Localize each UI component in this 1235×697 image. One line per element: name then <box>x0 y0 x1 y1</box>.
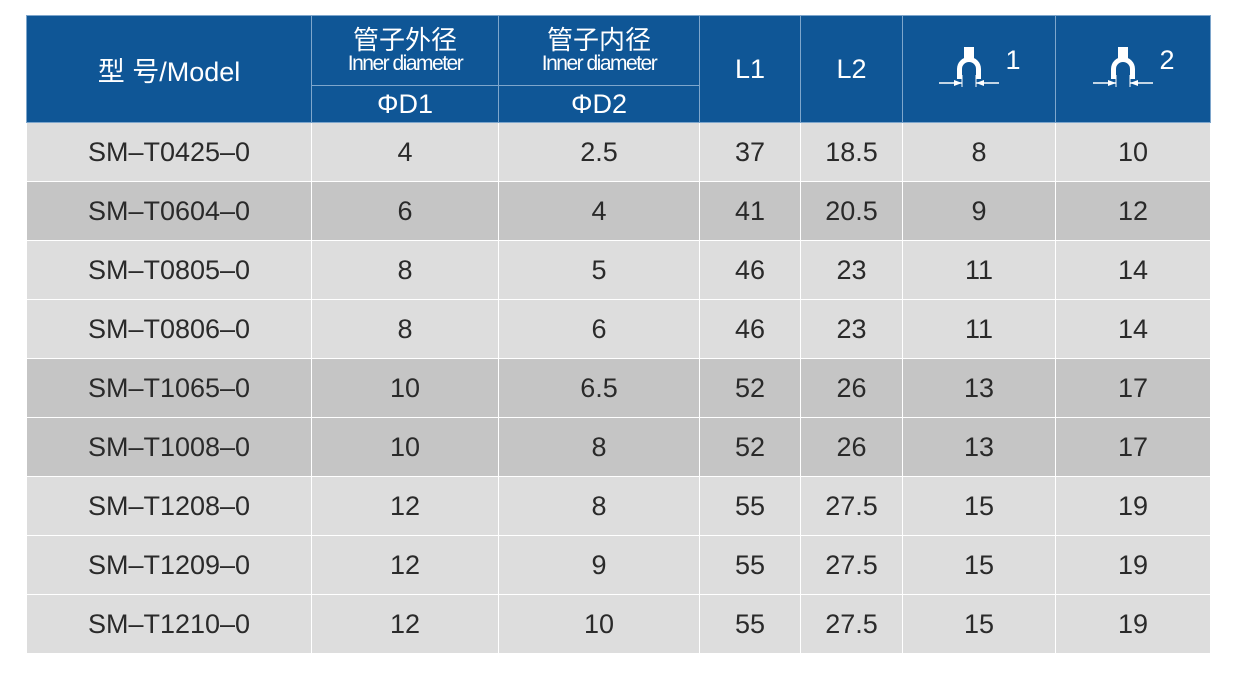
cell-l2: 18.5 <box>800 122 903 182</box>
cell-l2: 20.5 <box>800 181 903 241</box>
cell-l2: 27.5 <box>800 476 903 536</box>
table-row: SM–T1065–0 10 6.5 52 26 13 17 <box>26 358 1211 418</box>
cell-l1: 37 <box>699 122 801 182</box>
cell-width-1: 11 <box>902 299 1056 359</box>
table-row: SM–T0806–0 8 6 46 23 11 14 <box>26 299 1211 359</box>
header-l2: L2 <box>800 15 903 123</box>
header-d2: 管子内径 Inner diameter <box>498 15 700 86</box>
cell-inner-diameter-d2: 6.5 <box>498 358 700 418</box>
cell-model: SM–T1065–0 <box>26 358 312 418</box>
cell-width-2: 12 <box>1055 181 1211 241</box>
cell-width-2: 19 <box>1055 594 1211 654</box>
cell-l1: 46 <box>699 299 801 359</box>
cell-inner-diameter-d2: 6 <box>498 299 700 359</box>
cell-inner-diameter-d2: 4 <box>498 181 700 241</box>
cell-outer-diameter-d1: 12 <box>311 476 499 536</box>
fork-terminal-width-icon <box>939 46 1000 87</box>
cell-l2: 26 <box>800 417 903 477</box>
cell-l2: 23 <box>800 299 903 359</box>
table-row: SM–T0425–0 4 2.5 37 18.5 8 10 <box>26 122 1211 182</box>
cell-outer-diameter-d1: 8 <box>311 240 499 300</box>
cell-l2: 23 <box>800 240 903 300</box>
cell-model: SM–T1208–0 <box>26 476 312 536</box>
cell-model: SM–T0604–0 <box>26 181 312 241</box>
cell-l2: 27.5 <box>800 594 903 654</box>
cell-width-2: 19 <box>1055 535 1211 595</box>
cell-inner-diameter-d2: 8 <box>498 417 700 477</box>
table-row: SM–T1208–0 12 8 55 27.5 15 19 <box>26 476 1211 536</box>
cell-width-2: 19 <box>1055 476 1211 536</box>
cell-outer-diameter-d1: 4 <box>311 122 499 182</box>
table-row: SM–T0604–0 6 4 41 20.5 9 12 <box>26 181 1211 241</box>
header-d1-symbol: ΦD1 <box>311 85 499 123</box>
header-l1: L1 <box>699 15 801 123</box>
cell-model: SM–T0805–0 <box>26 240 312 300</box>
table-row: SM–T1209–0 12 9 55 27.5 15 19 <box>26 535 1211 595</box>
cell-inner-diameter-d2: 2.5 <box>498 122 700 182</box>
cell-l1: 55 <box>699 594 801 654</box>
cell-width-2: 17 <box>1055 358 1211 418</box>
cell-model: SM–T1210–0 <box>26 594 312 654</box>
cell-width-2: 14 <box>1055 299 1211 359</box>
cell-l1: 55 <box>699 476 801 536</box>
cell-l1: 41 <box>699 181 801 241</box>
cell-width-1: 15 <box>902 535 1056 595</box>
cell-inner-diameter-d2: 9 <box>498 535 700 595</box>
cell-model: SM–T0425–0 <box>26 122 312 182</box>
cell-model: SM–T0806–0 <box>26 299 312 359</box>
cell-width-1: 9 <box>902 181 1056 241</box>
cell-width-2: 14 <box>1055 240 1211 300</box>
cell-width-1: 8 <box>902 122 1056 182</box>
table-row: SM–T1210–0 12 10 55 27.5 15 19 <box>26 594 1211 654</box>
cell-inner-diameter-d2: 10 <box>498 594 700 654</box>
table-row: SM–T0805–0 8 5 46 23 11 14 <box>26 240 1211 300</box>
header-w2: 2 <box>1055 15 1211 123</box>
fork-terminal-width-icon <box>1093 46 1154 87</box>
cell-outer-diameter-d1: 12 <box>311 535 499 595</box>
cell-model: SM–T1008–0 <box>26 417 312 477</box>
cell-width-1: 15 <box>902 594 1056 654</box>
header-w1: 1 <box>902 15 1056 123</box>
cell-width-1: 13 <box>902 358 1056 418</box>
header-d1: 管子外径 Inner diameter <box>311 15 499 86</box>
cell-width-1: 15 <box>902 476 1056 536</box>
cell-width-1: 11 <box>902 240 1056 300</box>
cell-outer-diameter-d1: 10 <box>311 358 499 418</box>
header-model: 型 号/Model <box>26 15 312 123</box>
cell-width-1: 13 <box>902 417 1056 477</box>
cell-l1: 52 <box>699 358 801 418</box>
cell-inner-diameter-d2: 5 <box>498 240 700 300</box>
cell-l2: 27.5 <box>800 535 903 595</box>
cell-outer-diameter-d1: 6 <box>311 181 499 241</box>
cell-l1: 55 <box>699 535 801 595</box>
cell-width-2: 10 <box>1055 122 1211 182</box>
cell-width-2: 17 <box>1055 417 1211 477</box>
header-d2-symbol: ΦD2 <box>498 85 700 123</box>
cell-l2: 26 <box>800 358 903 418</box>
cell-outer-diameter-d1: 12 <box>311 594 499 654</box>
cell-l1: 46 <box>699 240 801 300</box>
cell-l1: 52 <box>699 417 801 477</box>
cell-inner-diameter-d2: 8 <box>498 476 700 536</box>
cell-outer-diameter-d1: 8 <box>311 299 499 359</box>
table-row: SM–T1008–0 10 8 52 26 13 17 <box>26 417 1211 477</box>
cell-model: SM–T1209–0 <box>26 535 312 595</box>
cell-outer-diameter-d1: 10 <box>311 417 499 477</box>
spec-table: 型 号/Model 管子外径 Inner diameter 管子内径 Inner d… <box>26 15 1211 654</box>
